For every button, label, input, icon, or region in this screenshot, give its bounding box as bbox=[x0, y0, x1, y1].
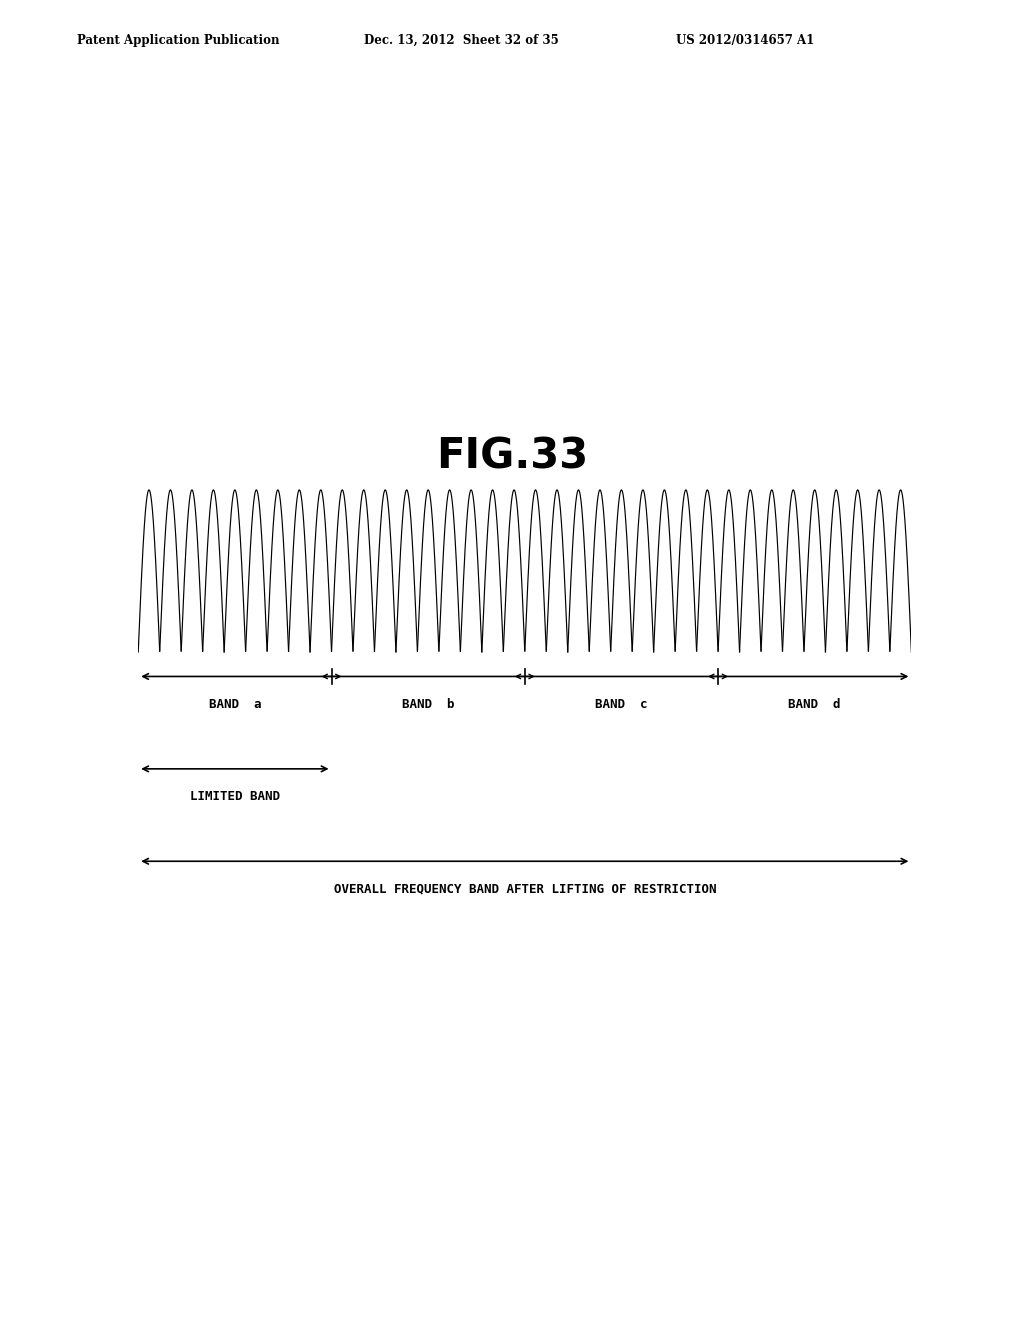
Text: BAND  a: BAND a bbox=[209, 698, 261, 711]
Text: BAND  d: BAND d bbox=[788, 698, 841, 711]
Text: Dec. 13, 2012  Sheet 32 of 35: Dec. 13, 2012 Sheet 32 of 35 bbox=[364, 33, 558, 46]
Text: BAND  c: BAND c bbox=[595, 698, 648, 711]
Text: LIMITED BAND: LIMITED BAND bbox=[189, 791, 280, 804]
Text: US 2012/0314657 A1: US 2012/0314657 A1 bbox=[676, 33, 814, 46]
Text: OVERALL FREQUENCY BAND AFTER LIFTING OF RESTRICTION: OVERALL FREQUENCY BAND AFTER LIFTING OF … bbox=[334, 883, 716, 896]
Text: Patent Application Publication: Patent Application Publication bbox=[77, 33, 280, 46]
Text: BAND  b: BAND b bbox=[401, 698, 455, 711]
Text: FIG.33: FIG.33 bbox=[436, 436, 588, 478]
